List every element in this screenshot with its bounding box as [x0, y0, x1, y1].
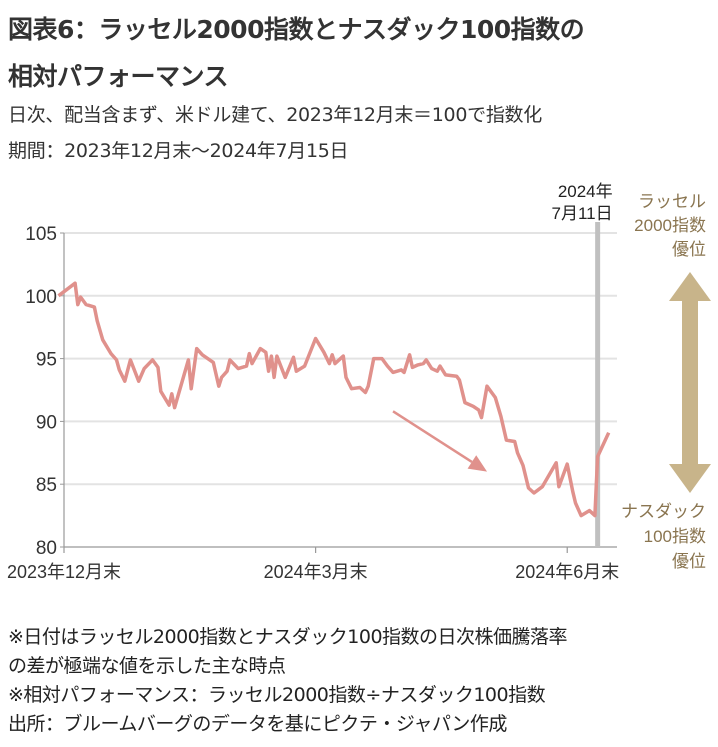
side-label-bottom: ナスダック: [621, 502, 706, 521]
y-tick-label: 80: [36, 538, 57, 559]
chart-title-line1: 図表6：ラッセル2000指数とナスダック100指数の: [8, 15, 585, 44]
marker-label-year: 2024年: [558, 182, 613, 201]
note-3: ※相対パフォーマンス：ラッセル2000指数÷ナスダック100指数: [8, 684, 546, 706]
relative-performance-line: [57, 281, 611, 518]
double-arrow-up-head: [669, 272, 711, 301]
y-tick-label: 105: [25, 224, 57, 245]
double-arrow-down-head: [669, 464, 711, 493]
side-label-top: 優位: [672, 240, 706, 259]
source-note: 出所：ブルームバーグのデータを基にピクテ・ジャパン作成: [8, 713, 507, 735]
y-tick-label: 85: [36, 475, 57, 496]
y-tick-label: 100: [25, 287, 57, 308]
x-tick-label: 2024年3月末: [264, 562, 368, 582]
side-label-bottom: 優位: [672, 552, 706, 571]
chart-title-line2: 相対パフォーマンス: [8, 62, 229, 91]
trend-arrow-head: [467, 455, 488, 472]
y-tick-label: 90: [36, 412, 57, 433]
double-arrow-shaft: [682, 300, 698, 465]
side-label-top: 2000指数: [634, 216, 706, 235]
side-label-top: ラッセル: [638, 192, 706, 211]
note-1: ※日付はラッセル2000指数とナスダック100指数の日次株価騰落率: [8, 626, 568, 648]
y-tick-label: 95: [36, 350, 57, 371]
line-chart: 105 100 95 90 85 80 2023年12月末 2024年3月末 2024年6月末…: [7, 182, 711, 582]
subtitle-line2: 期間：2023年12月末～2024年7月15日: [8, 140, 349, 162]
x-tick-label: 2023年12月末: [7, 562, 121, 582]
trend-arrow-shaft: [392, 410, 473, 463]
x-tick-label: 2024年6月末: [515, 562, 619, 582]
note-2: の差が極端な値を示した主な時点: [8, 655, 286, 677]
side-label-bottom: 100指数: [644, 527, 706, 546]
marker-label-date: 7月11日: [552, 204, 613, 223]
subtitle-line1: 日次、配当含まず、米ドル建て、2023年12月末＝100で指数化: [8, 104, 542, 126]
